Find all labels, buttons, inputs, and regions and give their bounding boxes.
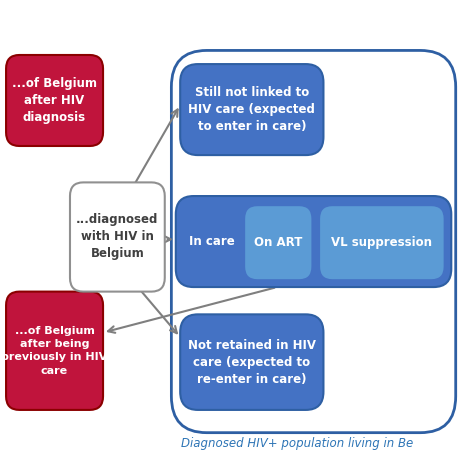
Text: On ART: On ART	[254, 236, 302, 249]
FancyBboxPatch shape	[180, 314, 323, 410]
FancyBboxPatch shape	[6, 55, 103, 146]
FancyBboxPatch shape	[180, 64, 323, 155]
Text: ...of Belgium
after HIV
diagnosis: ...of Belgium after HIV diagnosis	[12, 77, 97, 124]
Text: ...of Belgium
after being
previously in HIV
care: ...of Belgium after being previously in …	[1, 326, 108, 375]
Text: Still not linked to
HIV care (expected
to enter in care): Still not linked to HIV care (expected t…	[188, 86, 315, 133]
FancyBboxPatch shape	[6, 292, 103, 410]
Text: Diagnosed HIV+ population living in Be: Diagnosed HIV+ population living in Be	[181, 437, 413, 450]
Text: Not retained in HIV
care (expected to
re-enter in care): Not retained in HIV care (expected to re…	[188, 338, 316, 386]
FancyBboxPatch shape	[244, 205, 312, 280]
Text: In care: In care	[189, 235, 235, 248]
FancyBboxPatch shape	[176, 196, 451, 287]
FancyBboxPatch shape	[70, 182, 165, 292]
Text: ...diagnosed
with HIV in
Belgium: ...diagnosed with HIV in Belgium	[76, 213, 159, 261]
Text: VL suppression: VL suppression	[331, 236, 432, 249]
FancyBboxPatch shape	[319, 205, 445, 280]
